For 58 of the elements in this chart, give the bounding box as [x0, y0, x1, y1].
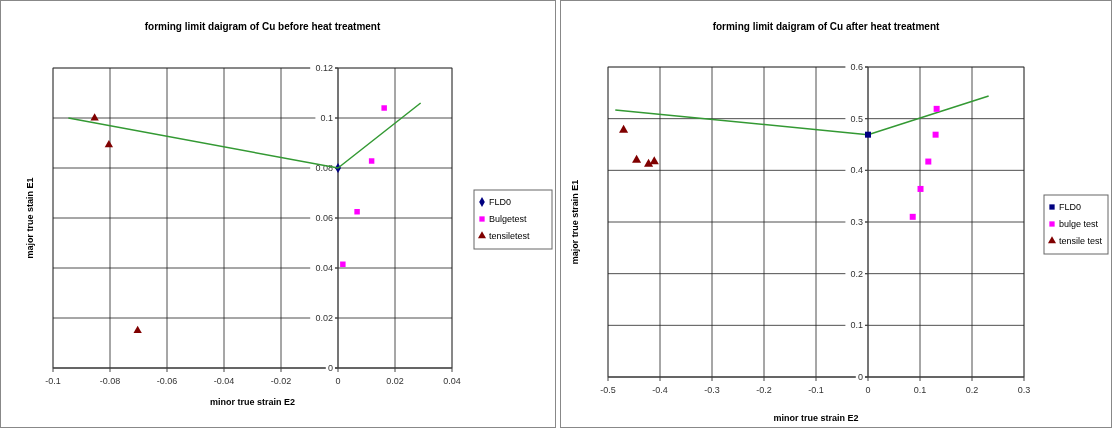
- x-tick-label: 0: [865, 385, 871, 395]
- y-tick-label: 0.02: [315, 313, 333, 323]
- legend-label: tensiletest: [489, 231, 531, 241]
- x-axis-title: minor true strain E2: [209, 397, 296, 407]
- y-tick-label: 0.6: [850, 62, 863, 72]
- x-tick-label: 0.02: [386, 376, 404, 386]
- x-tick-label: 0.2: [965, 385, 979, 395]
- y-tick-label: 0.3: [850, 217, 863, 227]
- point: [865, 131, 871, 138]
- point: [381, 105, 387, 111]
- point: [354, 209, 360, 215]
- y-tick-label: 0.1: [320, 113, 333, 123]
- legend-label: tensile test: [1059, 236, 1103, 246]
- y-tick-label: 0.12: [315, 63, 333, 73]
- x-tick-label: 0.1: [913, 385, 927, 395]
- y-tick-label: 0.4: [850, 165, 863, 176]
- x-tick-label: -0.08: [99, 376, 121, 386]
- y-tick-label: 0.1: [850, 320, 863, 331]
- x-tick-label: 0.04: [443, 376, 461, 386]
- point: [644, 158, 654, 167]
- point: [90, 113, 99, 121]
- y-tick-label: 0.5: [850, 113, 863, 124]
- legend-label: bulge test: [1059, 219, 1099, 229]
- y-tick-label: 0.04: [315, 263, 333, 273]
- x-tick-label: -0.02: [270, 376, 292, 386]
- x-tick-label: -0.06: [156, 376, 178, 386]
- y-axis-title: major true strain E1: [570, 179, 580, 265]
- point: [632, 154, 642, 163]
- point: [925, 158, 932, 165]
- point: [932, 131, 939, 138]
- point: [619, 124, 629, 133]
- point: [917, 185, 924, 192]
- x-tick-label: -0.2: [756, 385, 772, 395]
- x-tick-label: -0.1: [808, 385, 824, 395]
- point: [909, 213, 916, 220]
- y-tick-label: 0.06: [315, 213, 333, 223]
- point: [340, 261, 346, 267]
- point: [104, 139, 114, 148]
- chart-title: forming limit daigram of Cu before heat treatment: [144, 21, 381, 32]
- legend-label: FLD0: [1059, 202, 1082, 212]
- point: [933, 105, 940, 112]
- x-tick-label: 0.3: [1017, 385, 1031, 395]
- point: [649, 156, 659, 165]
- x-tick-label: -0.3: [704, 385, 720, 395]
- chart-title: forming limit daigram of Cu after heat treatment: [712, 21, 941, 32]
- y-tick-label: 0: [327, 363, 333, 373]
- point: [368, 158, 375, 164]
- x-tick-label: -0.1: [45, 376, 61, 386]
- x-tick-label: 0: [335, 376, 341, 386]
- legend-label: FLD0: [489, 197, 512, 207]
- point: [133, 325, 142, 333]
- x-tick-label: -0.5: [600, 385, 616, 395]
- y-tick-label: 0.2: [850, 268, 863, 279]
- x-axis-title: minor true strain E2: [773, 413, 859, 423]
- x-tick-label: -0.4: [652, 385, 668, 395]
- x-tick-label: -0.04: [213, 376, 235, 386]
- legend-label: Bulgetest: [489, 214, 528, 224]
- y-axis-title: major true stain E1: [25, 177, 35, 259]
